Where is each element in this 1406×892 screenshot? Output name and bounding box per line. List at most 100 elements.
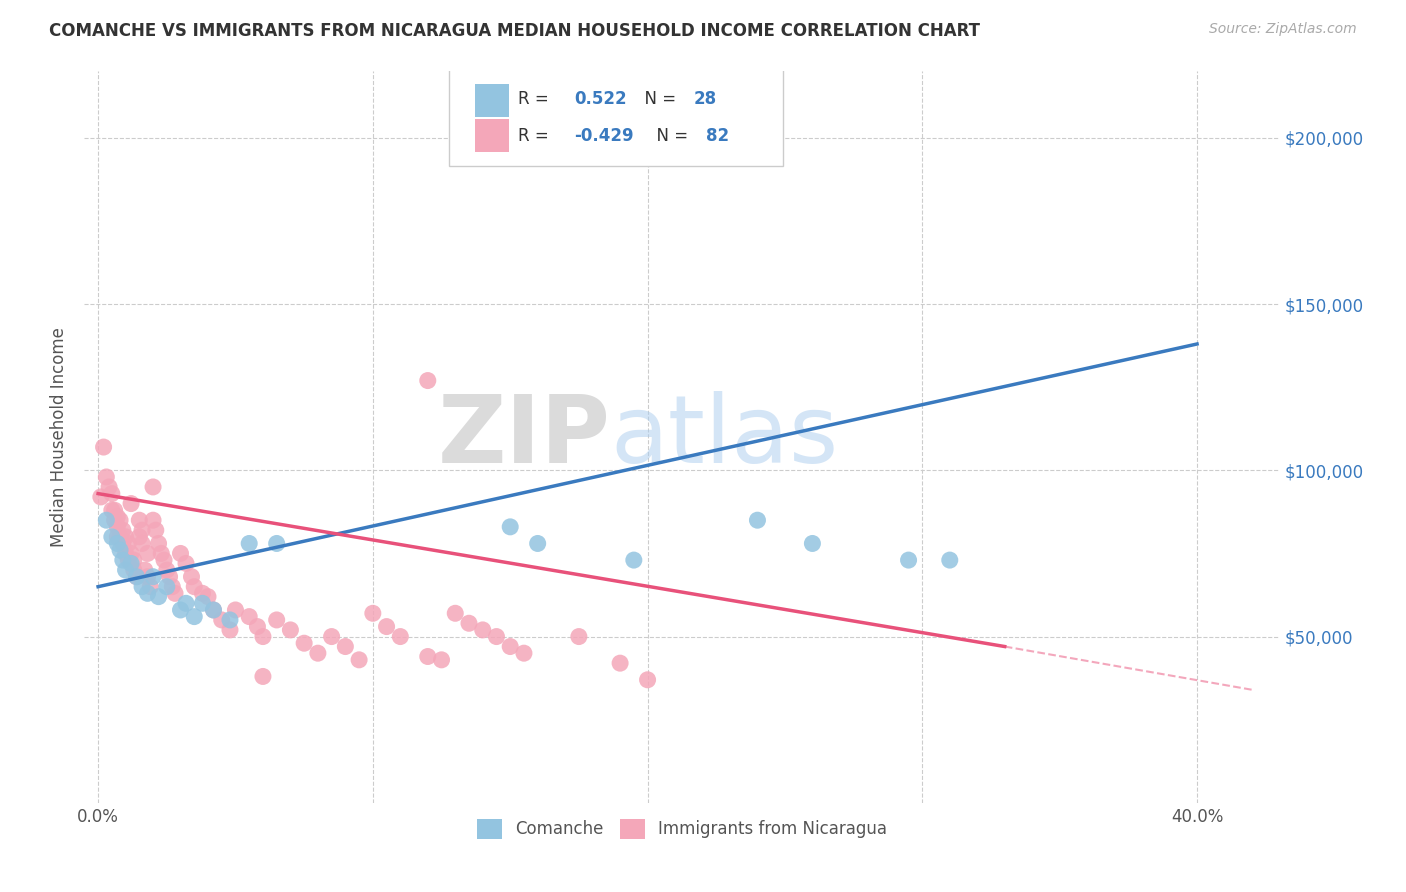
Point: [142, 480, 165, 494]
Point: [637, 673, 659, 687]
Point: [120, 497, 142, 511]
Point: [347, 653, 370, 667]
Point: [125, 570, 148, 584]
Point: [145, 523, 167, 537]
Point: [163, 586, 186, 600]
Point: [148, 536, 170, 550]
Point: [142, 570, 165, 584]
Text: 82: 82: [706, 127, 728, 145]
Point: [128, 530, 150, 544]
Point: [513, 646, 536, 660]
Point: [108, 543, 131, 558]
Point: [191, 596, 214, 610]
Point: [120, 557, 142, 571]
Point: [117, 553, 139, 567]
Point: [114, 530, 136, 544]
Text: Source: ZipAtlas.com: Source: ZipAtlas.com: [1209, 22, 1357, 37]
Point: [153, 553, 176, 567]
Point: [131, 523, 153, 537]
Point: [131, 580, 153, 594]
Point: [939, 553, 962, 567]
Text: ZIP: ZIP: [437, 391, 610, 483]
Point: [139, 580, 162, 594]
Point: [211, 613, 233, 627]
Point: [219, 613, 242, 627]
Point: [105, 536, 128, 550]
Point: [111, 536, 134, 550]
Point: [98, 480, 121, 494]
Point: [134, 563, 156, 577]
Point: [499, 520, 522, 534]
Point: [224, 603, 246, 617]
Point: [609, 656, 631, 670]
Point: [174, 557, 197, 571]
Point: [197, 590, 219, 604]
Point: [142, 513, 165, 527]
Point: [458, 616, 481, 631]
Point: [103, 513, 125, 527]
Point: [162, 580, 184, 594]
Point: [169, 603, 191, 617]
Point: [122, 563, 145, 577]
Point: [136, 586, 159, 600]
Point: [156, 563, 179, 577]
Point: [375, 619, 398, 633]
Point: [183, 609, 205, 624]
Text: R =: R =: [519, 127, 554, 145]
Point: [499, 640, 522, 654]
Point: [131, 536, 153, 550]
Point: [191, 586, 214, 600]
Point: [174, 596, 197, 610]
Point: [416, 374, 439, 388]
FancyBboxPatch shape: [449, 68, 783, 167]
Point: [128, 513, 150, 527]
Point: [136, 546, 159, 560]
Text: R =: R =: [519, 90, 554, 108]
Point: [321, 630, 343, 644]
Text: -0.429: -0.429: [575, 127, 634, 145]
Point: [292, 636, 315, 650]
Point: [111, 553, 134, 567]
Point: [183, 580, 205, 594]
Point: [105, 520, 128, 534]
Point: [111, 523, 134, 537]
Point: [335, 640, 357, 654]
Point: [180, 570, 202, 584]
Point: [219, 623, 242, 637]
Point: [526, 536, 548, 550]
Point: [280, 623, 302, 637]
Point: [623, 553, 645, 567]
Point: [801, 536, 824, 550]
Point: [96, 513, 118, 527]
Legend: Comanche, Immigrants from Nicaragua: Comanche, Immigrants from Nicaragua: [470, 812, 894, 846]
Point: [897, 553, 920, 567]
Point: [159, 570, 181, 584]
Point: [96, 470, 118, 484]
Point: [485, 630, 508, 644]
Point: [90, 490, 112, 504]
Point: [307, 646, 329, 660]
Point: [444, 607, 467, 621]
Point: [568, 630, 591, 644]
Point: [471, 623, 494, 637]
Point: [238, 609, 260, 624]
Text: 0.522: 0.522: [575, 90, 627, 108]
Point: [105, 509, 128, 524]
Point: [252, 669, 274, 683]
Point: [108, 530, 131, 544]
Point: [202, 603, 225, 617]
Bar: [475, 119, 509, 152]
Point: [246, 619, 269, 633]
Point: [125, 570, 148, 584]
Text: COMANCHE VS IMMIGRANTS FROM NICARAGUA MEDIAN HOUSEHOLD INCOME CORRELATION CHART: COMANCHE VS IMMIGRANTS FROM NICARAGUA ME…: [49, 22, 980, 40]
Point: [148, 590, 170, 604]
Point: [202, 603, 225, 617]
Point: [266, 613, 288, 627]
Text: N =: N =: [634, 90, 682, 108]
Point: [389, 630, 412, 644]
Point: [156, 580, 179, 594]
Point: [416, 649, 439, 664]
Point: [101, 486, 124, 500]
Point: [238, 536, 260, 550]
Bar: [475, 84, 509, 117]
